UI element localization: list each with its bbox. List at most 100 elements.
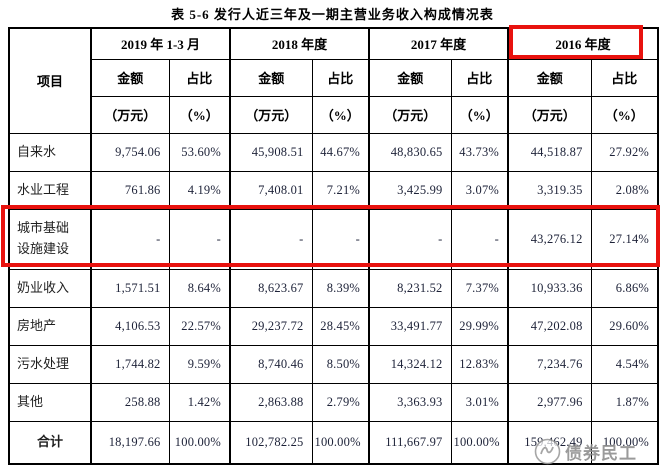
ratio-value: 27.14%	[590, 208, 659, 270]
ratio-value: 44.67%	[311, 132, 370, 172]
ratio-header: 占比	[311, 58, 370, 97]
ratio-header: 占比	[590, 58, 659, 97]
item-label: 自来水	[8, 132, 92, 172]
amount-value: 1,571.51	[90, 268, 170, 308]
ratio-header: 占比	[168, 58, 231, 97]
amount-value: 2,863.88	[229, 382, 313, 422]
period-header-2019: 2019 年 1-3 月	[90, 27, 231, 60]
ratio-value: 22.57%	[168, 306, 231, 346]
amount-header: 金额	[368, 58, 452, 97]
ratio-value: 28.45%	[311, 306, 370, 346]
amount-value: 29,237.72	[229, 306, 313, 346]
header-row-metric: 金额 占比 金额 占比 金额 占比 金额 占比	[9, 58, 659, 97]
ratio-header: 占比	[450, 58, 509, 97]
amount-value: 258.88	[90, 382, 170, 422]
ratio-unit-header: （%）	[168, 95, 231, 134]
amount-value: 33,491.77	[368, 306, 452, 346]
ratio-value: 100.00%	[168, 420, 231, 465]
revenue-composition-table: 项目 2019 年 1-3 月 2018 年度 2017 年度 2016 年度 …	[8, 27, 660, 465]
amount-value: 3,425.99	[368, 170, 452, 210]
ratio-unit-header: （%）	[311, 95, 370, 134]
ratio-value: 43.73%	[450, 132, 509, 172]
amount-value: 3,363.93	[368, 382, 452, 422]
table-title: 表 5-6 发行人近三年及一期主营业务收入构成情况表	[171, 7, 494, 22]
ratio-value: 100.00%	[590, 420, 659, 465]
amount-value: 10,933.36	[507, 268, 592, 308]
amount-header: 金额	[507, 58, 592, 97]
ratio-value: 8.39%	[311, 268, 370, 308]
amount-value: 7,234.76	[507, 344, 592, 384]
table-row: 自来水 9,754.06 53.60% 45,908.51 44.67% 48,830.6…	[8, 132, 659, 172]
amount-value: 44,518.87	[507, 132, 592, 172]
ratio-value: 4.19%	[168, 170, 231, 210]
amount-value: 7,408.01	[229, 170, 313, 210]
ratio-value: 53.60%	[168, 132, 231, 172]
ratio-value: 7.21%	[311, 170, 370, 210]
amount-value: 8,231.52	[368, 268, 452, 308]
ratio-value: 100.00%	[450, 420, 509, 465]
amount-unit-header: （万元）	[229, 95, 313, 134]
item-label: 合计	[8, 420, 92, 465]
amount-value: -	[368, 208, 452, 270]
table-row: 城市基础设施建设 - - - - - -43,276.12 27.14%	[8, 208, 659, 270]
ratio-value: 9.59%	[168, 344, 231, 384]
ratio-value: 7.37%	[450, 268, 509, 308]
amount-value: 45,908.51	[229, 132, 313, 172]
amount-value: -	[90, 208, 170, 270]
ratio-value: 100.00%	[311, 420, 370, 465]
ratio-value: 8.50%	[311, 344, 370, 384]
item-label: 房地产	[8, 306, 92, 346]
ratio-value: -	[168, 208, 231, 270]
amount-value: 761.86	[90, 170, 170, 210]
table-row: 其他 258.88 1.42% 2,863.88 2.79% 3,363.93 3.01% 2…	[8, 382, 659, 422]
table-row: 房地产 4,106.53 22.57% 29,237.72 28.45% 33,491.7…	[8, 306, 659, 346]
ratio-value: 2.79%	[311, 382, 370, 422]
item-label: 其他	[8, 382, 92, 422]
item-label: 污水处理	[8, 344, 92, 384]
ratio-value: 27.92%	[590, 132, 659, 172]
amount-value: 102,782.25	[229, 420, 313, 465]
amount-value: 14,324.12	[368, 344, 452, 384]
amount-unit-header: （万元）	[368, 95, 452, 134]
item-label: 水业工程	[8, 170, 92, 210]
amount-header: 金额	[90, 58, 170, 97]
ratio-value: 2.08%	[590, 170, 659, 210]
amount-value: 18,197.66	[90, 420, 170, 465]
ratio-value: 3.01%	[450, 382, 509, 422]
header-row-units: （万元） （%） （万元） （%） （万元） （%） （万元） （%）	[9, 95, 659, 134]
amount-value: 43,276.12	[507, 208, 592, 270]
item-column-header: 项目	[8, 27, 92, 134]
ratio-unit-header: （%）	[590, 95, 659, 134]
amount-value: 3,319.35	[507, 170, 592, 210]
ratio-value: 12.83%	[450, 344, 509, 384]
amount-value: 48,830.65	[368, 132, 452, 172]
amount-header: 金额	[229, 58, 313, 97]
ratio-value: 8.64%	[168, 268, 231, 308]
amount-value: 111,667.97	[368, 420, 452, 465]
ratio-value: -	[311, 208, 370, 270]
ratio-value: 1.87%	[590, 382, 659, 422]
table-row: 奶业收入 1,571.51 8.64% 8,623.67 8.39% 8,231.52 7.…	[8, 268, 659, 308]
ratio-unit-header: （%）	[450, 95, 509, 134]
period-header-2017: 2017 年度	[368, 27, 509, 60]
amount-value: 8,740.46	[229, 344, 313, 384]
item-label: 奶业收入	[8, 268, 92, 308]
period-header-2016: 2016 年度	[507, 27, 659, 60]
item-label: 城市基础设施建设	[8, 208, 92, 270]
amount-value: 9,754.06	[90, 132, 170, 172]
watermark: 债券民工	[534, 436, 664, 468]
table-row: 污水处理 1,744.82 9.59% 8,740.46 8.50% 14,324.12 1…	[8, 344, 659, 384]
ratio-value: 3.07%	[450, 170, 509, 210]
ratio-value: 29.99%	[450, 306, 509, 346]
amount-unit-header: （万元）	[90, 95, 170, 134]
amount-value: 8,623.67	[229, 268, 313, 308]
ratio-value: 1.42%	[168, 382, 231, 422]
amount-value: 2,977.96	[507, 382, 592, 422]
amount-value: 47,202.08	[507, 306, 592, 346]
watermark-seal-icon	[534, 438, 561, 465]
ratio-value: 4.54%	[590, 344, 659, 384]
watermark-text: 债券民工	[565, 444, 637, 463]
amount-value: -	[229, 208, 313, 270]
amount-value: 4,106.53	[90, 306, 170, 346]
